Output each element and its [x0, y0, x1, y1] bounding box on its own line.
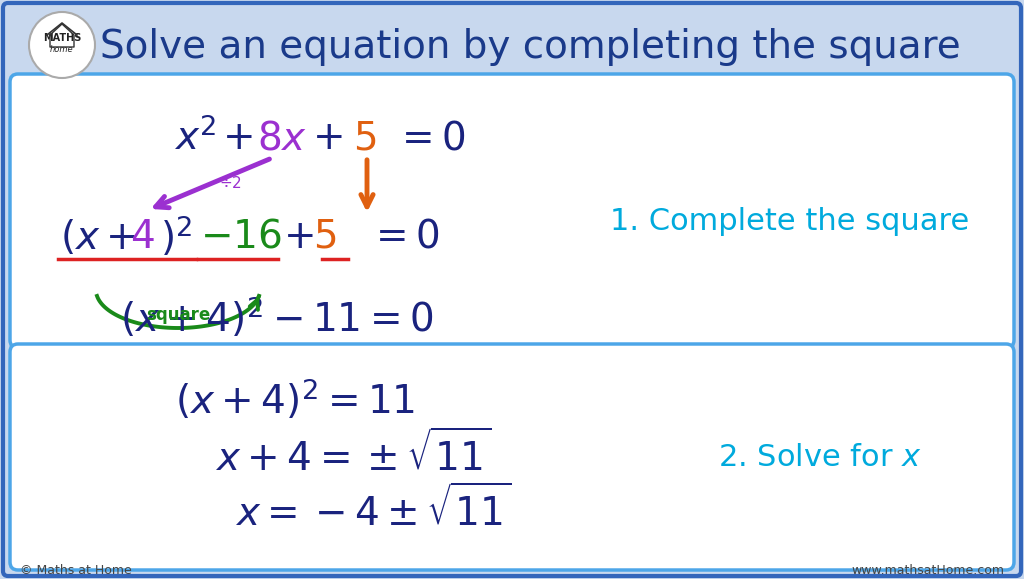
- Text: $4$: $4$: [130, 218, 155, 256]
- Text: $5$: $5$: [313, 218, 337, 256]
- Text: Solve an equation by completing the square: Solve an equation by completing the squa…: [99, 28, 961, 66]
- Text: 2. Solve for $x$: 2. Solve for $x$: [718, 444, 922, 472]
- Text: $8x$: $8x$: [257, 119, 307, 157]
- Text: MATHS: MATHS: [43, 33, 81, 43]
- Text: $+$: $+$: [311, 119, 342, 157]
- Text: $)^2$: $)^2$: [160, 215, 193, 259]
- Text: $5$: $5$: [353, 119, 377, 157]
- Text: $(x + 4)^2 = 11$: $(x + 4)^2 = 11$: [175, 378, 415, 422]
- Text: $x + 4 = \pm\sqrt{11}$: $x + 4 = \pm\sqrt{11}$: [215, 431, 492, 479]
- Text: home: home: [50, 46, 74, 54]
- FancyBboxPatch shape: [3, 3, 1021, 576]
- Text: $(x + 4)^2 - 11 = 0$: $(x + 4)^2 - 11 = 0$: [120, 296, 433, 340]
- FancyBboxPatch shape: [10, 344, 1014, 570]
- Text: $= 0$: $= 0$: [394, 119, 466, 157]
- Text: © Maths at Home: © Maths at Home: [20, 563, 132, 577]
- Text: square: square: [145, 306, 210, 324]
- Text: www.mathsatHome.com: www.mathsatHome.com: [851, 563, 1004, 577]
- Text: $+$: $+$: [283, 218, 313, 256]
- Text: $\div 2$: $\div 2$: [218, 175, 242, 191]
- Text: $-16$: $-16$: [200, 218, 282, 256]
- Text: 1. Complete the square: 1. Complete the square: [610, 207, 970, 236]
- Text: $x = -4 \pm \sqrt{11}$: $x = -4 \pm \sqrt{11}$: [234, 486, 511, 534]
- Text: $(x+$: $(x+$: [60, 218, 136, 256]
- Text: $= 0$: $= 0$: [368, 218, 440, 256]
- Text: $+$: $+$: [222, 119, 252, 157]
- FancyBboxPatch shape: [10, 74, 1014, 348]
- Circle shape: [29, 12, 95, 78]
- Text: $x^2$: $x^2$: [174, 118, 216, 158]
